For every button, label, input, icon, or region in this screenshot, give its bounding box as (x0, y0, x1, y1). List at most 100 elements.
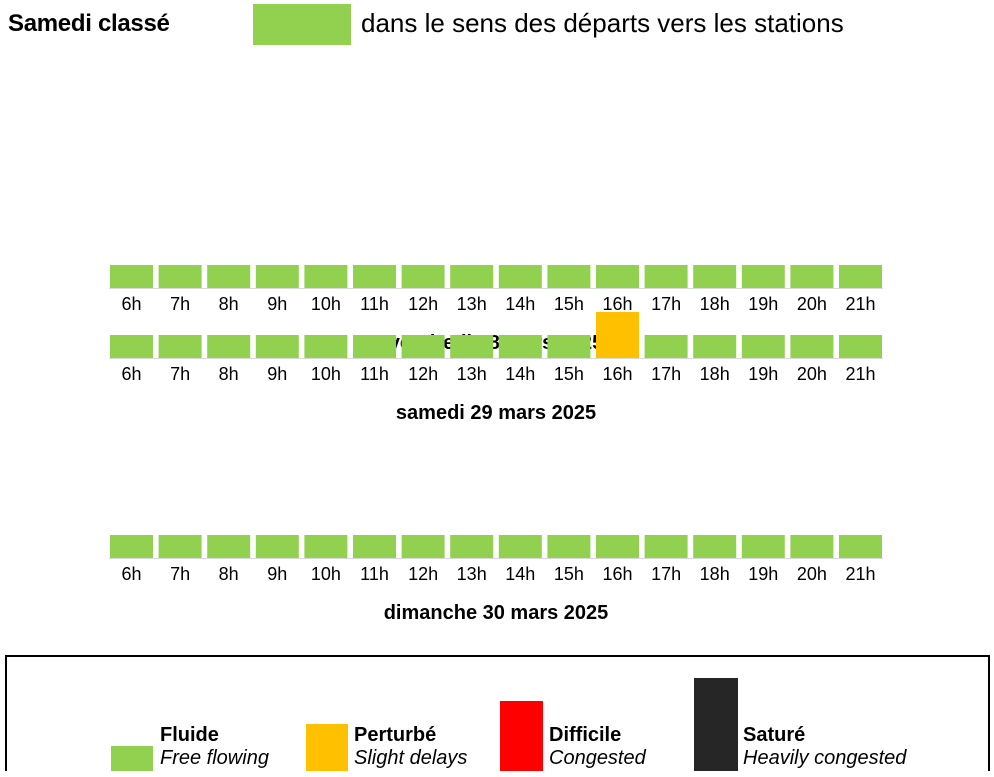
tick-label-12h: 12h (408, 294, 438, 314)
bar-19h-fluide (741, 265, 785, 288)
tick-label-13h: 13h (457, 564, 487, 584)
tick-label-10h: 10h (311, 364, 341, 384)
bar-16h-fluide (596, 535, 639, 558)
bar-19h-fluide (741, 535, 785, 558)
tick-label-14h: 14h (505, 564, 535, 584)
bar-10h-fluide (304, 535, 348, 558)
legend-name-perturbe: Perturbé (354, 724, 437, 746)
tick-label-19h: 19h (748, 364, 778, 384)
tick-label-18h: 18h (700, 294, 730, 314)
bar-11h-fluide (353, 265, 396, 288)
legend-name-difficile: Difficile (549, 724, 622, 746)
direction-label: dans le sens des départs vers les statio… (361, 8, 844, 38)
bar-16h-fluide (596, 265, 639, 288)
bar-7h-fluide (158, 335, 202, 358)
tick-label-18h: 18h (700, 364, 730, 384)
tick-label-11h: 11h (360, 364, 389, 384)
legend-name-fluide: Fluide (160, 724, 219, 746)
tick-label-11h: 11h (360, 294, 389, 314)
tick-label-13h: 13h (457, 364, 487, 384)
tick-label-12h: 12h (408, 564, 438, 584)
tick-label-7h: 7h (170, 364, 190, 384)
tick-label-15h: 15h (554, 364, 584, 384)
tick-label-21h: 21h (845, 294, 875, 314)
bar-6h-fluide (110, 535, 153, 558)
tick-label-14h: 14h (505, 294, 535, 314)
bar-21h-fluide (839, 535, 882, 558)
legend-swatch-sature (694, 678, 738, 771)
tick-label-8h: 8h (219, 294, 239, 314)
tick-label-16h: 16h (602, 364, 632, 384)
tick-label-17h: 17h (651, 564, 681, 584)
legend-swatch-difficile (500, 701, 543, 771)
tick-label-21h: 21h (845, 364, 875, 384)
tick-label-15h: 15h (554, 294, 584, 314)
bar-14h-fluide (498, 535, 542, 558)
tick-label-20h: 20h (797, 364, 827, 384)
tick-label-19h: 19h (748, 294, 778, 314)
legend-desc-difficile: Congested (549, 747, 646, 769)
bar-6h-fluide (110, 265, 153, 288)
bar-18h-fluide (693, 535, 737, 558)
tick-label-17h: 17h (651, 294, 681, 314)
tick-label-9h: 9h (267, 564, 287, 584)
bar-11h-fluide (353, 335, 396, 358)
tick-label-7h: 7h (170, 294, 190, 314)
bar-21h-fluide (839, 265, 882, 288)
page-title: Samedi classé (8, 10, 170, 37)
tick-label-18h: 18h (700, 564, 730, 584)
bar-9h-fluide (255, 535, 299, 558)
bar-12h-fluide (401, 265, 445, 288)
bar-13h-fluide (450, 535, 494, 558)
tick-label-6h: 6h (121, 564, 141, 584)
legend-swatch-perturbe (306, 724, 348, 771)
tick-label-13h: 13h (457, 294, 487, 314)
bar-21h-fluide (839, 335, 882, 358)
day-chart-dimanche: 6h 7h 8h 9h 10h 11h 12h 13h 14h 15h 16h 17h 18h 19h 20… (109, 535, 883, 624)
bar-8h-fluide (207, 335, 251, 358)
bar-12h-fluide (401, 535, 445, 558)
bar-15h-fluide (547, 535, 591, 558)
bar-19h-fluide (741, 335, 785, 358)
tick-label-14h: 14h (505, 364, 535, 384)
bar-6h-fluide (110, 335, 153, 358)
tick-label-8h: 8h (219, 564, 239, 584)
bar-20h-fluide (790, 335, 834, 358)
tick-label-10h: 10h (311, 294, 341, 314)
bar-13h-fluide (450, 335, 494, 358)
legend-swatch-fluide (111, 746, 153, 771)
bar-14h-fluide (498, 335, 542, 358)
tick-label-6h: 6h (121, 364, 141, 384)
bar-8h-fluide (207, 535, 251, 558)
bar-9h-fluide (255, 265, 299, 288)
bar-11h-fluide (353, 535, 396, 558)
bar-18h-fluide (693, 265, 737, 288)
bar-17h-fluide (644, 265, 688, 288)
tick-label-20h: 20h (797, 564, 827, 584)
bar-15h-fluide (547, 335, 591, 358)
tick-label-19h: 19h (748, 564, 778, 584)
bar-12h-fluide (401, 335, 445, 358)
tick-label-9h: 9h (267, 364, 287, 384)
legend-desc-fluide: Free flowing (160, 747, 269, 769)
bar-17h-fluide (644, 535, 688, 558)
tick-label-16h: 16h (602, 564, 632, 584)
tick-label-9h: 9h (267, 294, 287, 314)
bar-20h-fluide (790, 265, 834, 288)
direction-color-swatch (253, 4, 351, 45)
bar-18h-fluide (693, 335, 737, 358)
legend-desc-sature: Heavily congested (743, 747, 907, 769)
bar-10h-fluide (304, 335, 348, 358)
bar-7h-fluide (158, 535, 202, 558)
bar-16h-perturbe (596, 312, 639, 358)
bar-13h-fluide (450, 265, 494, 288)
bar-15h-fluide (547, 265, 591, 288)
tick-label-12h: 12h (408, 364, 438, 384)
bar-14h-fluide (498, 265, 542, 288)
bar-8h-fluide (207, 265, 251, 288)
day-chart-vendredi: 6h 7h 8h 9h 10h 11h 12h 13h 14h 15h 16h 17h 18h 19h 20… (109, 265, 883, 354)
tick-label-20h: 20h (797, 294, 827, 314)
tick-label-15h: 15h (554, 564, 584, 584)
day-label: dimanche 30 mars 2025 (384, 602, 609, 624)
day-chart-samedi: 6h 7h 8h 9h 10h 11h 12h 13h 14h 15h 16h 17h 18h 19h 20… (109, 312, 883, 424)
